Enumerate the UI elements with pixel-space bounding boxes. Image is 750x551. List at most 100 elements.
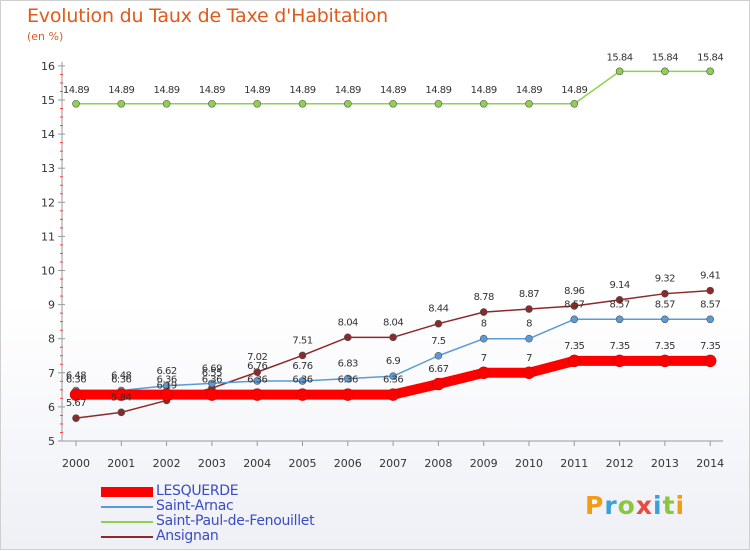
data-label: 7.35 xyxy=(655,341,675,352)
data-label: 14.89 xyxy=(335,85,361,96)
data-label: 9.14 xyxy=(609,280,629,291)
x-tick-label: 2013 xyxy=(651,457,679,470)
data-label: 8.57 xyxy=(700,299,720,310)
data-label: 14.89 xyxy=(108,85,134,96)
data-label: 6.36 xyxy=(202,375,222,386)
data-label: 5.84 xyxy=(111,392,131,403)
data-label: 15.84 xyxy=(652,52,678,63)
x-tick-label: 2011 xyxy=(560,457,588,470)
x-tick-label: 2010 xyxy=(515,457,543,470)
data-point xyxy=(432,377,445,391)
data-label: 7.35 xyxy=(564,341,584,352)
data-point xyxy=(477,366,490,380)
x-tick-label: 2014 xyxy=(696,457,724,470)
data-label: 6.48 xyxy=(66,371,86,382)
x-tick-label: 2005 xyxy=(289,457,317,470)
data-label: 6.36 xyxy=(156,375,176,386)
data-point xyxy=(208,379,216,388)
data-point xyxy=(661,67,669,76)
data-label: 6.55 xyxy=(202,368,222,379)
data-point xyxy=(434,319,443,328)
data-point xyxy=(341,388,355,401)
data-point xyxy=(706,315,715,324)
y-tick-label: 16 xyxy=(41,60,55,73)
data-label: 6.76 xyxy=(247,361,267,372)
data-label: 6.62 xyxy=(156,366,176,377)
data-point xyxy=(525,99,533,108)
data-label: 14.89 xyxy=(471,85,497,96)
legend-label: LESQUERDE xyxy=(156,483,239,499)
data-label: 8.04 xyxy=(383,317,403,328)
data-point xyxy=(343,333,352,342)
data-label: 6.36 xyxy=(111,375,131,386)
data-point xyxy=(570,315,579,324)
legend-swatch xyxy=(101,487,153,497)
x-tick-label: 2007 xyxy=(379,457,407,470)
x-tick-label: 2012 xyxy=(606,457,634,470)
data-label: 15.84 xyxy=(697,52,723,63)
data-label: 9.41 xyxy=(700,271,720,282)
data-point xyxy=(525,305,533,313)
data-label: 8.78 xyxy=(474,292,494,303)
data-label: 14.89 xyxy=(154,85,180,96)
data-label: 6.9 xyxy=(386,356,401,367)
data-label: 6.19 xyxy=(156,380,176,391)
y-tick-label: 13 xyxy=(41,162,55,175)
data-label: 15.84 xyxy=(607,52,633,63)
data-point xyxy=(343,374,352,383)
data-label: 6.36 xyxy=(383,375,403,386)
data-label: 8.87 xyxy=(519,289,539,300)
y-tick-label: 12 xyxy=(41,196,55,209)
data-label: 7.35 xyxy=(700,341,720,352)
data-point xyxy=(250,388,264,401)
data-point xyxy=(253,377,262,385)
data-point xyxy=(615,67,624,76)
data-label: 6.83 xyxy=(338,359,358,370)
data-label: 7.35 xyxy=(609,341,629,352)
data-label: 14.89 xyxy=(244,85,270,96)
y-tick-label: 11 xyxy=(41,230,55,243)
data-point xyxy=(706,286,715,295)
y-tick-label: 7 xyxy=(48,367,55,380)
data-label: 8.57 xyxy=(655,299,675,310)
x-tick-label: 2004 xyxy=(243,457,271,470)
data-point xyxy=(72,99,80,108)
data-label: 8.44 xyxy=(428,304,448,315)
x-tick-label: 2002 xyxy=(153,457,181,470)
data-label: 6.36 xyxy=(66,375,86,386)
legend-swatch xyxy=(101,536,153,538)
data-point xyxy=(117,99,126,108)
data-point xyxy=(434,99,443,108)
y-tick-label: 5 xyxy=(48,435,55,448)
data-label: 14.89 xyxy=(199,85,225,96)
data-point xyxy=(658,354,672,368)
y-tick-label: 6 xyxy=(48,401,55,414)
data-label: 8.57 xyxy=(564,299,584,310)
x-tick-label: 2000 xyxy=(62,457,90,470)
data-label: 6.36 xyxy=(292,375,312,386)
data-point xyxy=(205,388,219,401)
data-point xyxy=(661,289,669,298)
x-tick-label: 2008 xyxy=(424,457,452,470)
data-point xyxy=(389,372,397,381)
data-label: 14.89 xyxy=(561,85,587,96)
proxiti-logo: Proxiti xyxy=(585,491,686,520)
data-point xyxy=(208,99,216,108)
data-label: 6.76 xyxy=(292,361,312,372)
data-point xyxy=(570,302,579,310)
y-tick-label: 15 xyxy=(41,94,55,107)
data-label: 7 xyxy=(481,353,487,364)
y-tick-label: 14 xyxy=(41,128,55,141)
data-point xyxy=(479,334,488,343)
data-label: 7.5 xyxy=(431,336,446,347)
data-point xyxy=(298,351,307,360)
data-point xyxy=(434,351,443,360)
y-tick-label: 10 xyxy=(41,265,55,278)
data-point xyxy=(522,366,536,380)
data-label: 8.57 xyxy=(609,299,629,310)
data-point xyxy=(661,315,669,324)
data-label: 8.96 xyxy=(564,286,584,297)
data-label: 14.89 xyxy=(63,85,89,96)
